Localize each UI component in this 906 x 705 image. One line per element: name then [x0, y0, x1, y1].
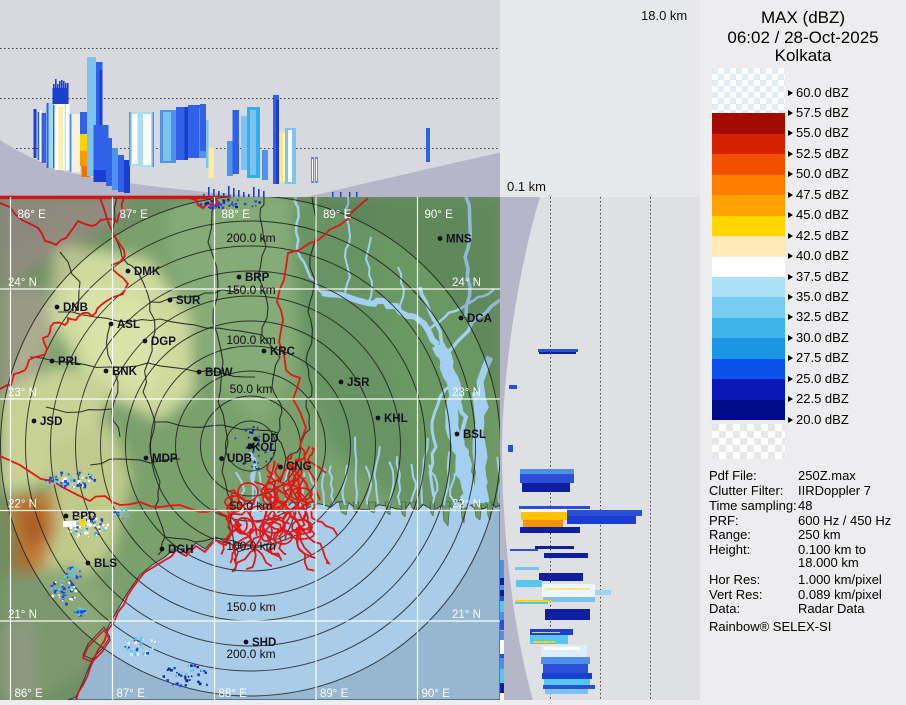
svg-text:22° N: 22° N [8, 499, 37, 511]
svg-text:BDW: BDW [205, 367, 233, 379]
svg-text:100.0 km: 100.0 km [226, 539, 275, 553]
svg-text:90° E: 90° E [422, 688, 451, 700]
svg-text:DGP: DGP [151, 336, 176, 348]
svg-text:BNK: BNK [112, 366, 138, 378]
svg-text:100.0 km: 100.0 km [226, 333, 275, 347]
svg-text:SUR: SUR [176, 295, 201, 307]
svg-text:DNB: DNB [63, 302, 88, 314]
svg-text:88° E: 88° E [219, 688, 248, 700]
svg-text:24° N: 24° N [8, 277, 37, 289]
svg-text:150.0 km: 150.0 km [226, 283, 275, 297]
svg-text:MDP: MDP [152, 453, 178, 465]
svg-text:21° N: 21° N [8, 609, 37, 621]
svg-text:22° N: 22° N [452, 499, 481, 511]
svg-text:JSD: JSD [40, 416, 62, 428]
svg-text:200.0 km: 200.0 km [226, 231, 275, 245]
svg-text:UDB: UDB [227, 453, 252, 465]
svg-text:KRC: KRC [270, 346, 295, 358]
svg-text:DD: DD [262, 433, 279, 445]
svg-text:23° N: 23° N [452, 387, 481, 399]
svg-text:86° E: 86° E [15, 688, 44, 700]
svg-text:ASL: ASL [117, 319, 140, 331]
svg-text:86° E: 86° E [18, 209, 47, 221]
svg-text:KHL: KHL [384, 413, 408, 425]
svg-text:24° N: 24° N [452, 277, 481, 289]
svg-text:DCA: DCA [467, 313, 492, 325]
svg-text:BSL: BSL [463, 429, 486, 441]
svg-text:MNS: MNS [446, 234, 472, 246]
svg-text:50.0 km: 50.0 km [230, 382, 273, 396]
svg-text:DMK: DMK [134, 266, 161, 278]
svg-text:87° E: 87° E [120, 209, 149, 221]
svg-text:88° E: 88° E [222, 209, 251, 221]
svg-text:BLS: BLS [94, 558, 117, 570]
svg-text:PRL: PRL [58, 356, 81, 368]
svg-text:90° E: 90° E [425, 209, 454, 221]
svg-text:SHD: SHD [252, 637, 276, 649]
svg-text:200.0 km: 200.0 km [226, 647, 275, 661]
svg-text:CNG: CNG [286, 461, 312, 473]
svg-text:89° E: 89° E [323, 209, 352, 221]
svg-text:JSR: JSR [347, 377, 370, 389]
svg-text:21° N: 21° N [452, 609, 481, 621]
svg-text:150.0 km: 150.0 km [226, 600, 275, 614]
svg-text:BRP: BRP [245, 272, 270, 284]
svg-text:87° E: 87° E [117, 688, 146, 700]
svg-text:23° N: 23° N [8, 387, 37, 399]
svg-text:50.0 km: 50.0 km [230, 499, 273, 513]
svg-text:89° E: 89° E [320, 688, 349, 700]
svg-text:DGH: DGH [168, 544, 194, 556]
